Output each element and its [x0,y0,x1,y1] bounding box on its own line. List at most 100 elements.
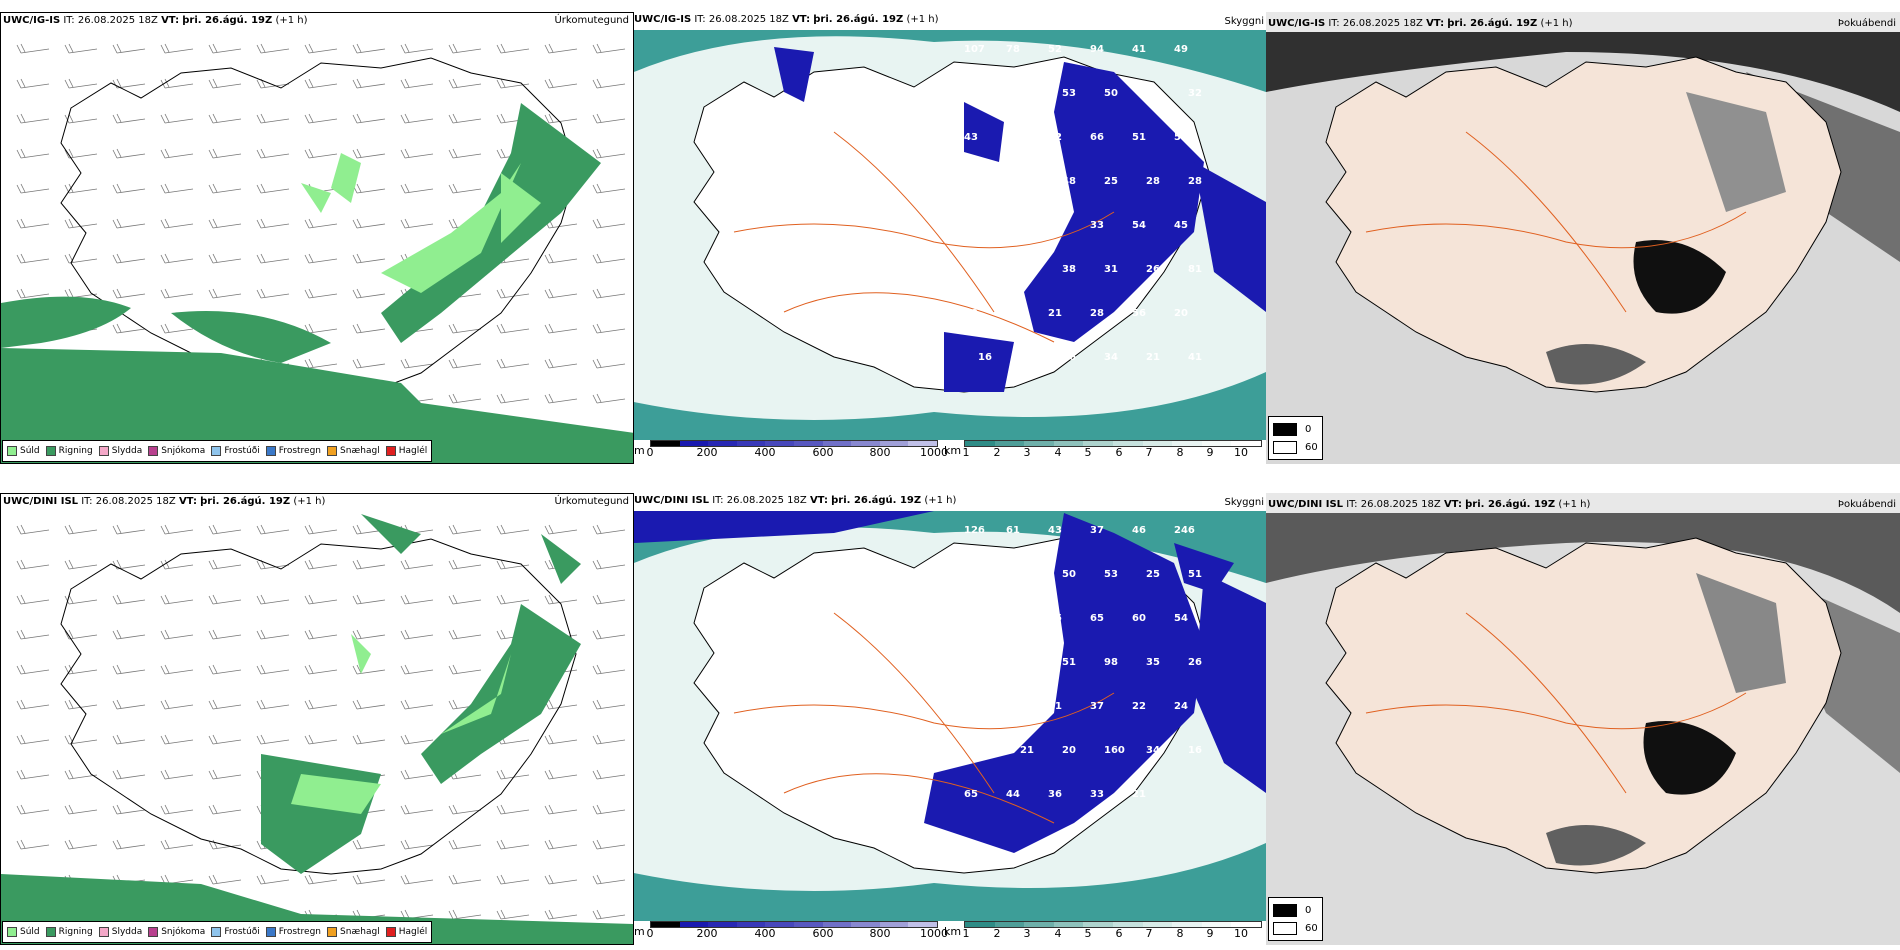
panel-header: UWC/IG-IS IT: 26.08.2025 18Z VT: þri. 26… [1268,18,1573,29]
cbar-tick: 400 [754,927,776,940]
visibility-colorbar: km 1 2 3 4 5 6 7 8 9 10 [944,440,1262,459]
visibility-label: 49 [1174,44,1188,55]
visibility-label: 52 [1048,132,1062,143]
cbar-tick: 3 [1023,927,1031,940]
visibility-label: 50 [1104,88,1118,99]
legend-item-haglel: Haglél [385,446,427,456]
visibility-label: 36 [1062,352,1076,363]
visibility-label: 59 [1174,132,1188,143]
visibility-label: 46 [1132,525,1146,536]
visibility-label: 24 [1174,701,1188,712]
legend-swatch [327,446,338,456]
panel-title: Skyggni [1224,16,1264,27]
visibility-label: 98 [1104,657,1118,668]
visibility-label: 61 [1006,525,1020,536]
legend-swatch [7,446,17,456]
visibility-label: 21 [1006,308,1020,319]
cbar-tick: 1000 [920,927,948,940]
cbar-tick: 800 [869,446,891,459]
visibility-label: 44 [1006,789,1020,800]
cbar-tick: 3 [1023,446,1031,459]
visibility-label: 36 [1048,789,1062,800]
legend-swatch [211,446,222,456]
cbar-tick: 10 [1234,927,1248,940]
visibility-label: 25 [978,176,992,187]
legend-item-snaehagl: Snæhagl [327,927,380,937]
legend-item-snjokoma: Snjókoma [148,446,205,456]
legend-item-sudd: Súld [7,446,40,456]
legend-swatch [385,446,396,456]
visibility-label: 37 [1020,352,1034,363]
precip-legend: Súld Rigning Slydda Snjókoma Frostúði Fr… [2,921,433,943]
visibility-label: 60 [1020,264,1034,275]
cbar-tick: 2 [993,446,1001,459]
visibility-label: 38 [1062,264,1076,275]
cbar-tick: 4 [1054,927,1062,940]
legend-swatch [148,446,159,456]
visibility-label: 30 [1020,569,1034,580]
fog-legend-item: 60 [1273,919,1318,937]
visibility-label: 28 [1090,308,1104,319]
visibility-label: 33 [1090,220,1104,231]
visibility-label: 21 [1146,352,1160,363]
visibility-label: 22 [1132,701,1146,712]
legend-item-frostregn: Frostregn [265,927,321,937]
panel-header: UWC/IG-IS IT: 26.08.2025 18Z VT: þri. 26… [3,15,308,26]
precip-panel-dini: UWC/DINI ISL IT: 26.08.2025 18Z VT: þri.… [0,493,634,945]
visibility-label: 35 [1146,657,1160,668]
fog-map [1266,32,1900,464]
visibility-label: 38 [1020,88,1034,99]
visibility-label: 16 [1188,745,1202,756]
visibility-label: 25 [1104,176,1118,187]
fog-legend-item: 0 [1273,420,1318,438]
visibility-label: 37 [1090,701,1104,712]
visibility-label: 16 [978,352,992,363]
panel-header: UWC/DINI ISL IT: 26.08.2025 18Z VT: þri.… [634,495,957,506]
visibility-label: 51 [1132,132,1146,143]
visibility-label: 33 [1090,789,1104,800]
height-colorbar: m 0 200 400 600 800 1000 [634,921,948,940]
visibility-label: 26 [1188,657,1202,668]
visibility-label: 160 [1104,745,1125,756]
cbar-tick: 600 [812,446,834,459]
visibility-map: 126 61 43 37 46 246 36 30 50 53 25 51 34 300 45 65 60 54 2… [634,511,1266,921]
legend-swatch [265,446,276,456]
visibility-label: 37 [1090,525,1104,536]
visibility-label: 53 [1062,88,1076,99]
legend-swatch [45,446,56,456]
cbar-tick: 7 [1145,927,1153,940]
visibility-label: 246 [1174,525,1195,536]
cbar-tick: 9 [1206,446,1214,459]
panel-header: UWC/DINI ISL IT: 26.08.2025 18Z VT: þri.… [3,496,326,507]
visibility-label: 65 [1090,613,1104,624]
visibility-label: 34 [978,88,992,99]
roads [733,612,1115,824]
cbar-tick: 800 [869,927,891,940]
visibility-label: 41 [1132,44,1146,55]
visibility-label: 29 [978,657,992,668]
visibility-label: 52 [1048,44,1062,55]
visibility-label: 20 [1174,308,1188,319]
cbar-tick: 400 [754,446,776,459]
drizzle-areas [291,634,511,814]
visibility-label: 43 [1048,525,1062,536]
visibility-label: 94 [1090,44,1104,55]
legend-swatch [45,927,56,937]
visibility-label: 34 [1006,701,1020,712]
cbar-tick: 600 [812,927,834,940]
visibility-label: 78 [1006,44,1020,55]
cbar-tick: 5 [1084,446,1092,459]
visibility-label: 79 [964,308,978,319]
visibility-label: 51 [1048,701,1062,712]
legend-swatch [7,927,17,937]
cbar-tick: 0 [646,927,654,940]
visibility-label: 24 [1020,657,1034,668]
visibility-label: 34 [1104,352,1118,363]
visibility-label: 31 [1104,264,1118,275]
roads [733,131,1115,343]
visibility-label: 26 [1146,264,1160,275]
visibility-label: 30 [1146,88,1160,99]
cbar-tick: 1000 [920,446,948,459]
legend-swatch [98,927,109,937]
legend-swatch [327,927,338,937]
